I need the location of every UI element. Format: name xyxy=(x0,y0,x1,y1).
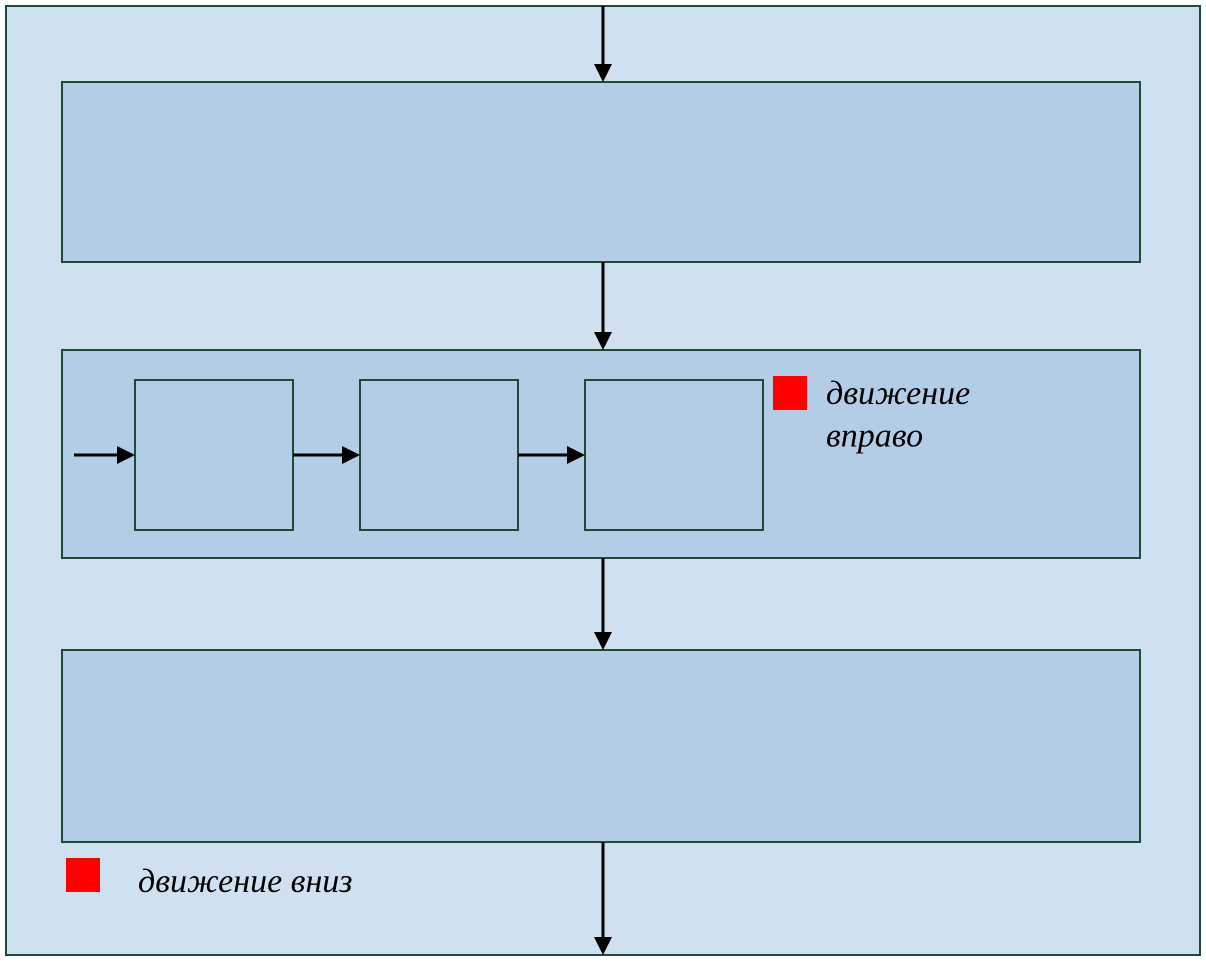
inner-3 xyxy=(585,380,763,530)
block-3 xyxy=(62,650,1140,842)
inner-1 xyxy=(135,380,293,530)
marker-right xyxy=(773,376,807,410)
label-down: движение вниз xyxy=(138,863,353,900)
marker-down xyxy=(66,858,100,892)
flowchart-diagram: движениевправодвижение вниз xyxy=(0,0,1206,961)
inner-2 xyxy=(360,380,518,530)
block-1 xyxy=(62,82,1140,262)
